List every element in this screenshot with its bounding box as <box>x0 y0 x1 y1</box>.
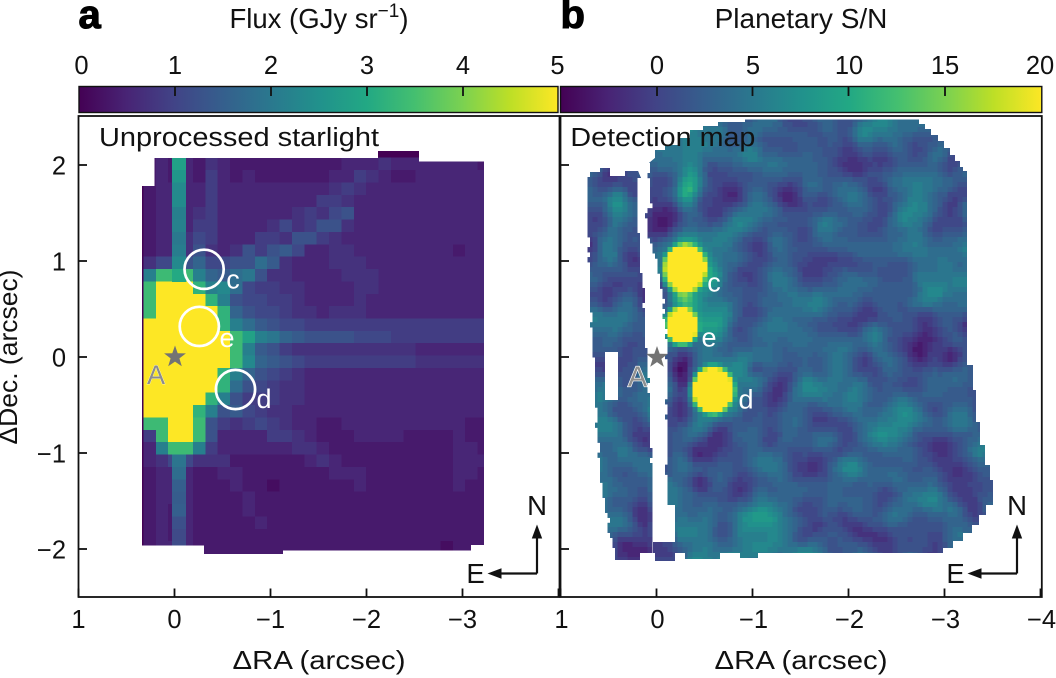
svg-text:2: 2 <box>52 152 66 180</box>
svg-text:d: d <box>738 385 753 415</box>
svg-text:A: A <box>147 360 165 390</box>
svg-text:A: A <box>628 362 648 394</box>
svg-text:Detection map: Detection map <box>570 124 755 152</box>
svg-text:20: 20 <box>1026 52 1054 80</box>
svg-text:N: N <box>527 490 547 521</box>
svg-text:Unprocessed starlight: Unprocessed starlight <box>99 124 379 152</box>
svg-text:−3: −3 <box>931 606 960 634</box>
svg-text:15: 15 <box>931 52 959 80</box>
svg-text:−1: −1 <box>739 606 768 634</box>
svg-text:1: 1 <box>168 52 182 80</box>
svg-text:d: d <box>256 384 271 414</box>
svg-text:0: 0 <box>74 52 88 80</box>
svg-text:ΔDec. (arcsec): ΔDec. (arcsec) <box>0 270 23 445</box>
svg-text:1: 1 <box>71 606 85 634</box>
svg-text:c: c <box>226 265 240 295</box>
svg-text:10: 10 <box>835 52 863 80</box>
svg-text:0: 0 <box>650 52 664 80</box>
svg-text:Planetary S/N: Planetary S/N <box>715 3 888 34</box>
svg-text:5: 5 <box>746 52 760 80</box>
svg-text:E: E <box>466 558 484 589</box>
svg-text:0: 0 <box>650 606 664 634</box>
svg-text:c: c <box>707 268 721 298</box>
svg-text:e: e <box>701 323 716 353</box>
svg-text:0: 0 <box>52 344 66 372</box>
svg-text:−2: −2 <box>37 536 66 564</box>
svg-text:−1: −1 <box>256 606 285 634</box>
svg-text:e: e <box>219 323 234 353</box>
svg-text:−1: −1 <box>37 440 66 468</box>
svg-text:1: 1 <box>554 606 568 634</box>
svg-text:ΔRA (arcsec): ΔRA (arcsec) <box>715 645 888 675</box>
svg-text:1: 1 <box>52 248 66 276</box>
svg-text:a: a <box>79 0 102 37</box>
svg-text:E: E <box>946 558 964 589</box>
svg-text:0: 0 <box>167 606 181 634</box>
svg-text:−4: −4 <box>1027 606 1056 634</box>
svg-text:ΔRA (arcsec): ΔRA (arcsec) <box>233 645 406 675</box>
svg-text:b: b <box>561 0 585 37</box>
svg-text:4: 4 <box>456 52 470 80</box>
svg-text:−2: −2 <box>835 606 864 634</box>
svg-text:3: 3 <box>360 52 374 80</box>
svg-text:5: 5 <box>550 52 564 80</box>
svg-text:−2: −2 <box>352 606 381 634</box>
svg-text:−3: −3 <box>448 606 477 634</box>
svg-text:2: 2 <box>264 52 278 80</box>
svg-text:N: N <box>1007 490 1027 521</box>
